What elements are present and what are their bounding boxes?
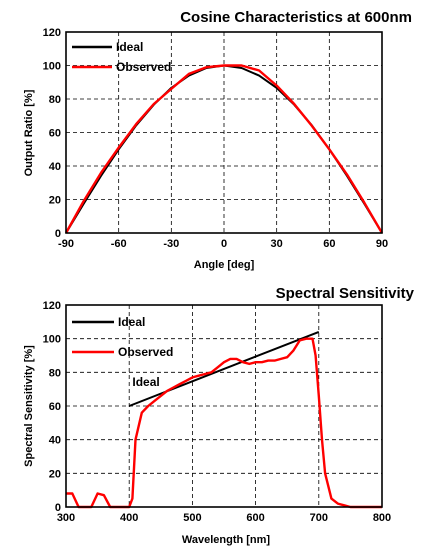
x-tick-label: 800: [373, 512, 391, 524]
x-tick-label: -90: [58, 238, 74, 250]
x-tick-label: 90: [376, 238, 388, 250]
y-tick-label: 0: [55, 228, 61, 240]
plot-frame: [65, 31, 383, 234]
y-tick-label: 40: [49, 435, 61, 447]
x-tick-label: 30: [271, 238, 283, 250]
legend: Ideal Observed: [72, 315, 173, 359]
cosine-chart-xlabel: Angle [deg]: [194, 259, 255, 271]
grid: [66, 32, 382, 233]
y-tick-label: 100: [43, 334, 61, 346]
legend-label-ideal: Ideal: [116, 40, 143, 54]
legend-label-observed: Observed: [118, 345, 173, 359]
x-tick-label: 700: [310, 512, 328, 524]
x-tick-label: 400: [120, 512, 138, 524]
spectral-chart: Spectral Sensitivity Wavelength [nm] Spe…: [23, 285, 415, 546]
legend-label-ideal: Ideal: [118, 315, 145, 329]
spectral-chart-xlabel: Wavelength [nm]: [182, 534, 271, 546]
y-tick-label: 120: [43, 300, 61, 312]
y-tick-label: 80: [49, 94, 61, 106]
annotation-label: Ideal: [132, 375, 159, 389]
cosine-chart-title: Cosine Characteristics at 600nm: [180, 9, 412, 26]
y-tick-label: 20: [49, 468, 61, 480]
x-tick-label: -30: [163, 238, 179, 250]
y-tick-label: 60: [49, 401, 61, 413]
cosine-chart-ylabel: Output Ratio [%]: [23, 89, 35, 176]
legend: Ideal Observed: [72, 40, 171, 74]
y-tick-label: 120: [43, 27, 61, 39]
y-tick-label: 60: [49, 128, 61, 140]
cosine-chart: Cosine Characteristics at 600nm Angle [d…: [23, 9, 412, 271]
x-tick-label: 60: [323, 238, 335, 250]
x-tick-label: 0: [221, 238, 227, 250]
spectral-chart-ylabel: Spectral Sensitivity [%]: [23, 345, 35, 467]
legend-label-observed: Observed: [116, 60, 171, 74]
y-tick-label: 20: [49, 195, 61, 207]
y-tick-label: 100: [43, 61, 61, 73]
x-tick-label: 600: [246, 512, 264, 524]
series-line-observed: [64, 64, 384, 234]
plot-frame: [65, 304, 383, 508]
x-tick-label: 300: [57, 512, 75, 524]
y-tick-label: 40: [49, 161, 61, 173]
series-line-ideal: [128, 330, 320, 407]
y-tick-label: 80: [49, 367, 61, 379]
y-tick-label: 0: [55, 502, 61, 514]
x-tick-label: -60: [111, 238, 127, 250]
series-line-observed: [66, 337, 382, 509]
spectral-chart-title: Spectral Sensitivity: [276, 285, 415, 302]
x-tick-label: 500: [183, 512, 201, 524]
grid: [66, 305, 382, 507]
